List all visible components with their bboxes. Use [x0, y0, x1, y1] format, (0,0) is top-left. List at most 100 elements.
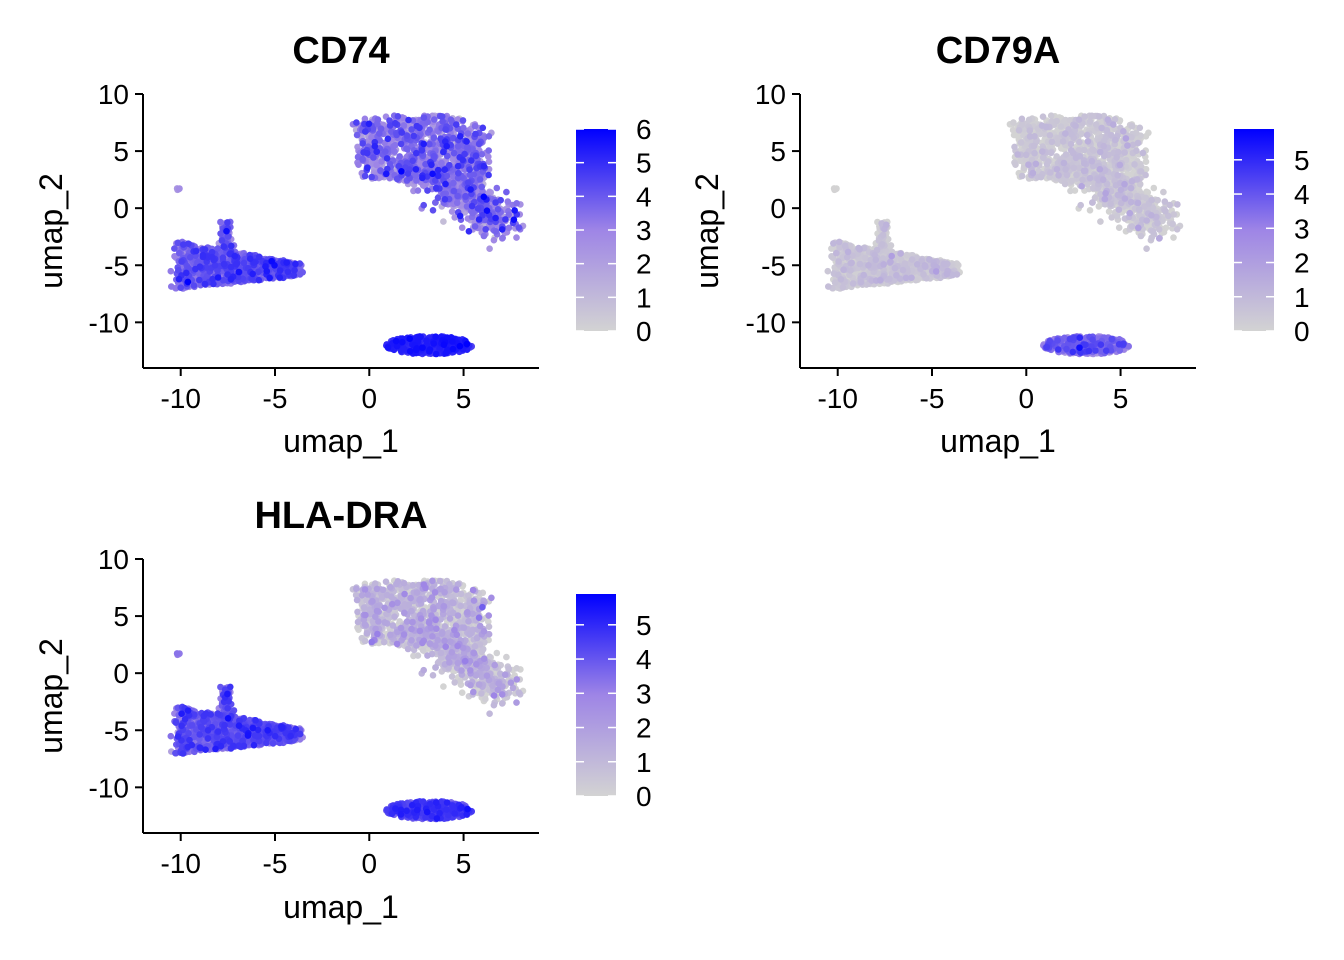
cell-point-left [178, 258, 185, 265]
cell-point-bottom [419, 344, 426, 352]
cell-point-top-right [370, 154, 377, 161]
cell-point-top-right [383, 170, 390, 178]
cell-point-left [291, 266, 298, 274]
cell-point-top-right [479, 124, 487, 132]
cell-point-top-right [404, 170, 412, 177]
cell-point-top-right [470, 171, 478, 178]
cell-point-top-right [1067, 187, 1074, 195]
y-tick-label: 5 [113, 136, 129, 167]
cell-point-top-right [430, 134, 438, 142]
y-tick-label: 0 [113, 193, 129, 224]
cell-point-top-right [1145, 129, 1152, 137]
cell-point-top-right [461, 150, 468, 158]
cell-point-bottom [432, 333, 440, 341]
cell-point-top-right [438, 159, 445, 167]
cell-point-left [248, 275, 256, 283]
cell-point-left [208, 253, 216, 261]
legend-tick-label: 3 [636, 215, 652, 246]
cell-point-left [167, 267, 175, 275]
panel-title: CD74 [292, 30, 389, 72]
cell-point-top-right [468, 202, 476, 210]
cell-point-top-right [465, 228, 473, 235]
cell-point-top-right [485, 158, 493, 165]
cell-point-bottom [440, 341, 448, 349]
cell-point-left [235, 268, 243, 276]
cell-point-top-right [443, 142, 451, 150]
cell-point-left [887, 242, 895, 249]
cell-point-top-right [442, 180, 449, 188]
cell-point-top-right [446, 161, 453, 169]
cell-point-top-right [460, 124, 467, 132]
cell-point-top-right [456, 212, 464, 220]
cell-point-top-right [1097, 218, 1104, 225]
cell-point-top-right [510, 216, 518, 223]
cell-point-top-right [371, 142, 379, 150]
cell-point-top-right [478, 151, 486, 158]
cell-point-top-right [448, 208, 456, 215]
cell-point-bottom [442, 350, 450, 357]
panel-points [167, 112, 527, 358]
cell-point-top-right [511, 207, 518, 214]
cell-point-top-right [478, 183, 486, 191]
legend-tick-label: 0 [636, 316, 652, 347]
cell-point-left [217, 218, 224, 226]
cell-point-bottom [384, 344, 392, 351]
cell-point-outlier [831, 186, 838, 194]
cell-point-left [255, 276, 263, 284]
panel-title: CD79A [936, 30, 1061, 72]
cell-point-top-right [504, 198, 512, 205]
cell-point-top-right [494, 206, 502, 213]
cell-point-top-right [361, 115, 369, 123]
cell-point-top-right [490, 236, 498, 244]
cell-point-top-right [1010, 119, 1017, 126]
cell-point-left [228, 242, 235, 250]
cell-point-left [196, 276, 203, 284]
cell-point-top-right [480, 193, 488, 201]
cell-point-top-right [439, 118, 446, 125]
cell-point-left [292, 260, 299, 268]
cell-point-top-right [459, 156, 467, 164]
cell-point-top-right [420, 114, 428, 121]
cell-point-bottom [463, 340, 471, 348]
cell-point-top-right [454, 174, 462, 182]
cell-point-top-right [1009, 126, 1017, 134]
cell-point-top-right [376, 130, 383, 137]
cell-point-left [175, 267, 182, 274]
y-axis-label: umap_2 [33, 173, 69, 289]
cell-point-top-right [492, 199, 499, 206]
cell-point-top-right [403, 132, 411, 139]
cell-point-top-right [467, 186, 474, 193]
cell-point-top-right [505, 211, 512, 218]
cell-point-top-right [474, 205, 482, 212]
cell-point-top-right [453, 199, 461, 207]
cell-point-top-right [373, 161, 380, 169]
cell-point-top-right [450, 149, 458, 157]
cell-point-top-right [1025, 116, 1033, 124]
cell-point-bottom [412, 346, 420, 354]
cell-point-bottom [449, 345, 457, 353]
cell-point-left [824, 267, 832, 275]
legend-tick-label: 4 [636, 181, 652, 212]
cell-point-top-right [412, 166, 420, 173]
cell-point-top-right [441, 196, 449, 203]
cell-point-top-right [386, 117, 393, 124]
cell-point-top-right [455, 169, 462, 177]
cell-point-left [224, 219, 231, 226]
cell-point-top-right [1086, 207, 1094, 214]
cell-point-top-right [395, 162, 403, 170]
cell-point-top-right [1105, 208, 1113, 215]
cell-point-top-right [398, 168, 405, 175]
cell-point-left [233, 260, 240, 268]
cell-point-top-right [457, 133, 464, 140]
cell-point-top-right [396, 153, 404, 160]
cell-point-top-right [413, 149, 420, 157]
cell-point-top-right [475, 216, 483, 223]
cell-point-top-right [447, 116, 455, 123]
cell-point-top-right [420, 201, 428, 209]
cell-point-top-right [454, 143, 462, 150]
cell-point-top-right [414, 187, 422, 194]
cell-point-top-right [441, 166, 449, 173]
